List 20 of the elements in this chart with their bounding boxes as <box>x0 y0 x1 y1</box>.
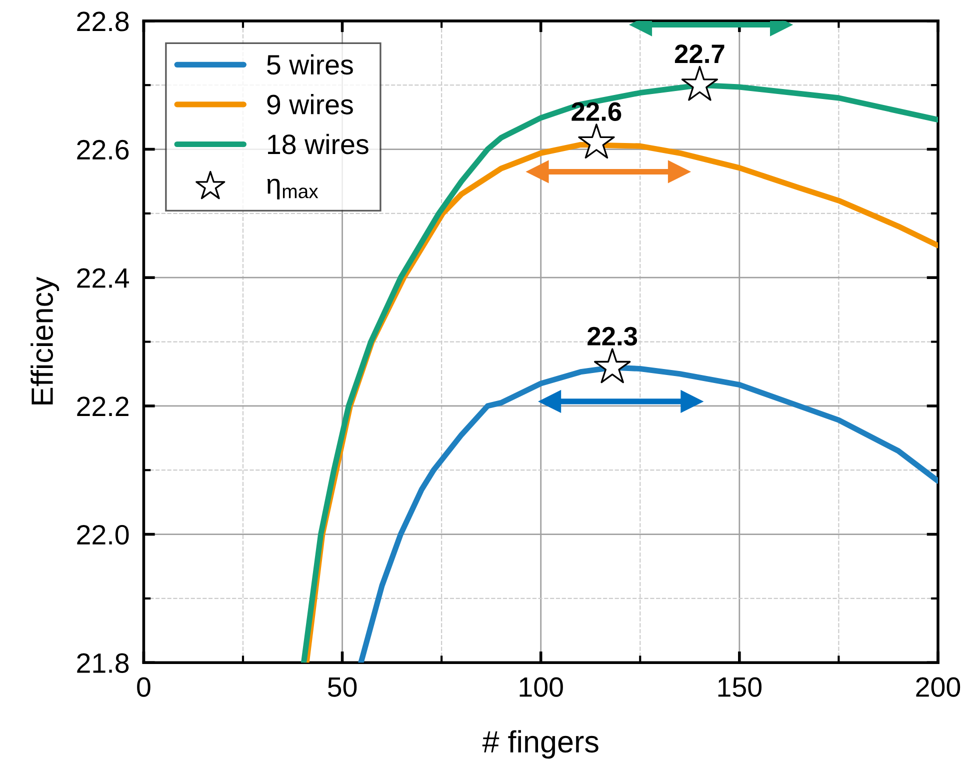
y-tick-label: 22.0 <box>77 524 129 545</box>
x-tick-label: 200 <box>916 677 960 697</box>
x-tick-label: 150 <box>718 677 762 697</box>
annotation: 22.6 <box>572 102 622 121</box>
x-tick-label: 50 <box>328 677 357 697</box>
x-tick-label: 0 <box>137 677 150 697</box>
annotation: 22.7 <box>674 44 724 63</box>
legend-label: 5 wires <box>267 54 353 75</box>
y-tick-label: 22.6 <box>77 140 129 160</box>
y-tick-label: 22.8 <box>77 12 129 32</box>
y-tick-label: 21.8 <box>77 653 129 673</box>
legend-label: η$_{max}$ <box>267 178 318 200</box>
x-axis-title: # fingers <box>482 730 598 759</box>
y-tick-label: 22.4 <box>77 268 130 288</box>
annotation: 22.3 <box>588 326 638 346</box>
legend-label: 9 wires <box>267 94 353 114</box>
y-tick-label: 22.2 <box>77 396 128 416</box>
legend-label: 18 wires <box>268 134 368 154</box>
y-axis-title: Efficiency <box>30 276 60 404</box>
x-tick-label: 100 <box>520 677 563 697</box>
